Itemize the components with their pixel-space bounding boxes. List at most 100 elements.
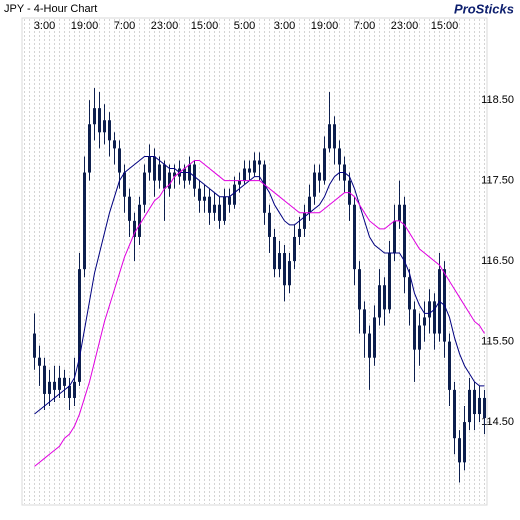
x-tick-label: 15:00 (191, 20, 219, 32)
candle-body (63, 377, 66, 386)
candle-body (258, 160, 261, 165)
candle-body (353, 204, 356, 270)
candle-body (278, 253, 281, 270)
candle-body (123, 172, 126, 197)
candle-body (33, 333, 36, 358)
candle-body (128, 196, 131, 221)
candle-body (463, 422, 466, 463)
candle-body (203, 196, 206, 201)
candle-body (158, 164, 161, 181)
candle-body (198, 188, 201, 201)
candle-body (473, 389, 476, 415)
candle-body (423, 317, 426, 326)
y-tick-label: 118.50 (481, 94, 514, 106)
candle-body (103, 120, 106, 133)
candle-body (373, 317, 376, 358)
candle-body (173, 172, 176, 177)
candle-body (453, 389, 456, 439)
candle-body (413, 309, 416, 350)
candle-body (213, 204, 216, 213)
candle-body (233, 184, 236, 205)
x-tick-label: 19:00 (311, 20, 339, 32)
candle-body (223, 196, 226, 221)
candle-body (48, 381, 51, 394)
candle-body (333, 124, 336, 149)
candle-body (83, 172, 86, 270)
candle-body (273, 236, 276, 270)
candle-body (108, 120, 111, 141)
y-tick-label: 114.50 (481, 416, 514, 428)
candle-body (238, 180, 241, 185)
y-tick-label: 117.50 (481, 175, 514, 187)
candle-body (483, 397, 486, 419)
candle-body (93, 108, 96, 125)
candle-body (368, 333, 371, 358)
moving-average-line (34, 159, 485, 467)
candle-body (283, 253, 286, 286)
x-tick-label: 7:00 (354, 20, 375, 32)
x-tick-label: 23:00 (391, 20, 419, 32)
candle-body (308, 196, 311, 213)
candle-body (58, 377, 61, 390)
x-tick-label: 3:00 (274, 20, 295, 32)
candle-body (98, 108, 101, 133)
candle-body (168, 172, 171, 189)
candle-body (78, 269, 81, 382)
x-tick-label: 7:00 (114, 20, 135, 32)
candle-body (113, 140, 116, 149)
candle-body (313, 172, 316, 197)
candle-body (433, 301, 436, 334)
candle-body (68, 385, 71, 398)
candle-body (428, 301, 431, 318)
candle-body (243, 168, 246, 181)
candle-body (183, 168, 186, 181)
candle-body (358, 269, 361, 310)
y-tick-label: 116.50 (481, 255, 514, 267)
candle-body (118, 148, 121, 173)
candle-body (338, 148, 341, 165)
candle-body (253, 160, 256, 173)
candle-body (418, 325, 421, 350)
candle-body (163, 164, 166, 189)
candle-body (408, 277, 411, 310)
x-tick-label: 23:00 (151, 20, 179, 32)
candle-body (133, 220, 136, 237)
candle-body (228, 196, 231, 205)
x-tick-label: 3:00 (34, 20, 55, 32)
chart-title: JPY - 4-Hour Chart (4, 3, 97, 15)
candle-body (363, 309, 366, 334)
x-tick-label: 19:00 (71, 20, 99, 32)
candle-body (153, 156, 156, 181)
brand: ProSticks (454, 1, 514, 16)
candle-body (208, 196, 211, 213)
candle-body (458, 438, 461, 463)
candle-body (43, 365, 46, 394)
candle-body (323, 148, 326, 181)
candle-body (448, 341, 451, 390)
candle-body (138, 204, 141, 237)
candle-body (88, 124, 91, 173)
candle-body (148, 156, 151, 173)
moving-average-line (34, 155, 485, 415)
candle-body (38, 357, 41, 366)
candle-body (318, 172, 321, 181)
candle-body (378, 285, 381, 318)
candle-body (53, 381, 56, 390)
candle-body (143, 172, 146, 205)
candle-body (268, 212, 271, 237)
candle-body (388, 253, 391, 310)
candle-body (73, 381, 76, 398)
candle-body (328, 124, 331, 149)
y-tick-label: 115.50 (481, 335, 514, 347)
candle-body (403, 204, 406, 278)
candle-body (263, 164, 266, 213)
candle-body (383, 285, 386, 310)
candle-body (393, 220, 396, 254)
candle-body (218, 204, 221, 221)
candle-body (398, 204, 401, 221)
candle-body (298, 228, 301, 237)
candle-body (478, 397, 481, 415)
x-tick-label: 5:00 (234, 20, 255, 32)
candle-body (248, 168, 251, 173)
